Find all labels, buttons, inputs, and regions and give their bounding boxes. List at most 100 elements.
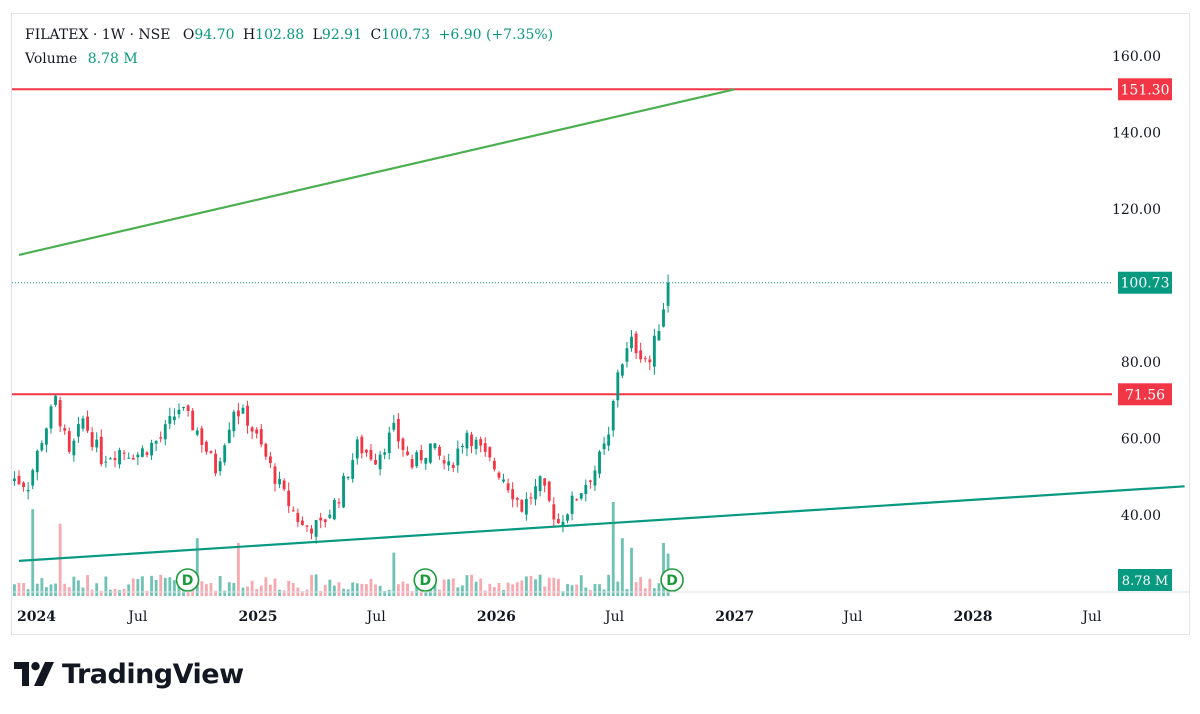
candle[interactable] (282, 480, 286, 490)
lower-trendline[interactable] (18, 485, 1185, 562)
candle[interactable] (40, 443, 44, 451)
candle[interactable] (214, 453, 217, 474)
candle[interactable] (378, 454, 382, 470)
candle[interactable] (497, 472, 501, 478)
candle[interactable] (479, 439, 483, 446)
candle[interactable] (77, 424, 80, 437)
candle[interactable] (598, 451, 601, 474)
upper-trendline[interactable] (18, 88, 735, 256)
candle[interactable] (22, 482, 25, 488)
volume-axis-label[interactable] (1118, 569, 1172, 591)
candle[interactable] (218, 461, 222, 472)
candle[interactable] (634, 333, 638, 354)
candle[interactable] (287, 490, 291, 507)
candle[interactable] (250, 427, 254, 432)
candle[interactable] (643, 358, 647, 360)
candle[interactable] (657, 330, 661, 341)
candle[interactable] (374, 459, 377, 465)
candle[interactable] (524, 498, 528, 515)
candle[interactable] (186, 405, 190, 411)
candle[interactable] (383, 452, 387, 455)
candle[interactable] (154, 441, 158, 444)
candle[interactable] (17, 475, 21, 485)
candle[interactable] (364, 449, 368, 453)
candle[interactable] (81, 418, 85, 429)
candle[interactable] (451, 464, 455, 468)
candle[interactable] (278, 479, 281, 485)
candle[interactable] (639, 350, 643, 360)
candle[interactable] (424, 457, 428, 464)
candle[interactable] (209, 451, 213, 453)
candle[interactable] (396, 418, 400, 442)
candle[interactable] (511, 489, 515, 500)
price-axis-label[interactable] (1118, 78, 1172, 101)
candle[interactable] (460, 445, 464, 447)
candle[interactable] (163, 424, 167, 440)
candle[interactable] (406, 451, 409, 456)
candle[interactable] (419, 450, 423, 461)
candle[interactable] (58, 400, 62, 427)
candle[interactable] (95, 439, 99, 448)
candle[interactable] (369, 449, 373, 460)
candle[interactable] (566, 514, 569, 521)
candle[interactable] (200, 428, 204, 446)
candle[interactable] (387, 432, 391, 454)
candle[interactable] (63, 428, 67, 431)
candle[interactable] (319, 517, 323, 521)
candle[interactable] (259, 429, 263, 445)
candle[interactable] (122, 452, 126, 454)
candle[interactable] (236, 410, 240, 417)
candle[interactable] (273, 466, 277, 484)
candle[interactable] (204, 441, 208, 452)
candle[interactable] (72, 440, 76, 456)
candle[interactable] (602, 443, 606, 450)
candle[interactable] (232, 411, 236, 432)
candle[interactable] (506, 483, 510, 491)
dividend-marker-icon[interactable] (175, 568, 200, 592)
candle[interactable] (561, 521, 565, 527)
price-axis-label[interactable] (1118, 383, 1172, 406)
tradingview-logo[interactable]: TradingView (14, 656, 244, 692)
candle[interactable] (113, 458, 117, 461)
candle[interactable] (520, 499, 524, 512)
candle[interactable] (104, 461, 108, 463)
candle[interactable] (588, 480, 592, 482)
candle[interactable] (529, 497, 533, 499)
candle[interactable] (109, 458, 112, 460)
candle[interactable] (611, 401, 615, 431)
candle[interactable] (410, 459, 414, 468)
candle[interactable] (223, 445, 227, 463)
candle[interactable] (49, 406, 53, 429)
candle[interactable] (570, 495, 574, 514)
candle[interactable] (159, 437, 163, 439)
candle[interactable] (342, 475, 345, 508)
candle[interactable] (502, 479, 505, 482)
candle[interactable] (195, 430, 199, 435)
candle[interactable] (182, 407, 185, 409)
candle[interactable] (625, 348, 629, 362)
candle[interactable] (337, 502, 341, 504)
candle[interactable] (314, 520, 318, 537)
candle[interactable] (355, 439, 359, 459)
candle[interactable] (99, 436, 103, 465)
candle[interactable] (401, 438, 405, 451)
candle[interactable] (332, 499, 336, 520)
candle[interactable] (118, 450, 121, 465)
candle[interactable] (310, 528, 313, 534)
candle[interactable] (172, 416, 176, 421)
candle[interactable] (177, 409, 181, 415)
candle[interactable] (26, 489, 30, 492)
dividend-marker-icon[interactable] (660, 568, 684, 592)
candle[interactable] (86, 416, 89, 431)
candle[interactable] (547, 481, 551, 501)
candle[interactable] (474, 439, 478, 449)
candle[interactable] (90, 432, 94, 447)
candle[interactable] (465, 432, 469, 449)
candle[interactable] (515, 498, 519, 500)
candle[interactable] (54, 395, 57, 405)
candle[interactable] (428, 443, 432, 463)
candle[interactable] (543, 478, 547, 486)
candle[interactable] (296, 512, 300, 523)
candle[interactable] (616, 372, 620, 401)
candle[interactable] (241, 407, 245, 414)
